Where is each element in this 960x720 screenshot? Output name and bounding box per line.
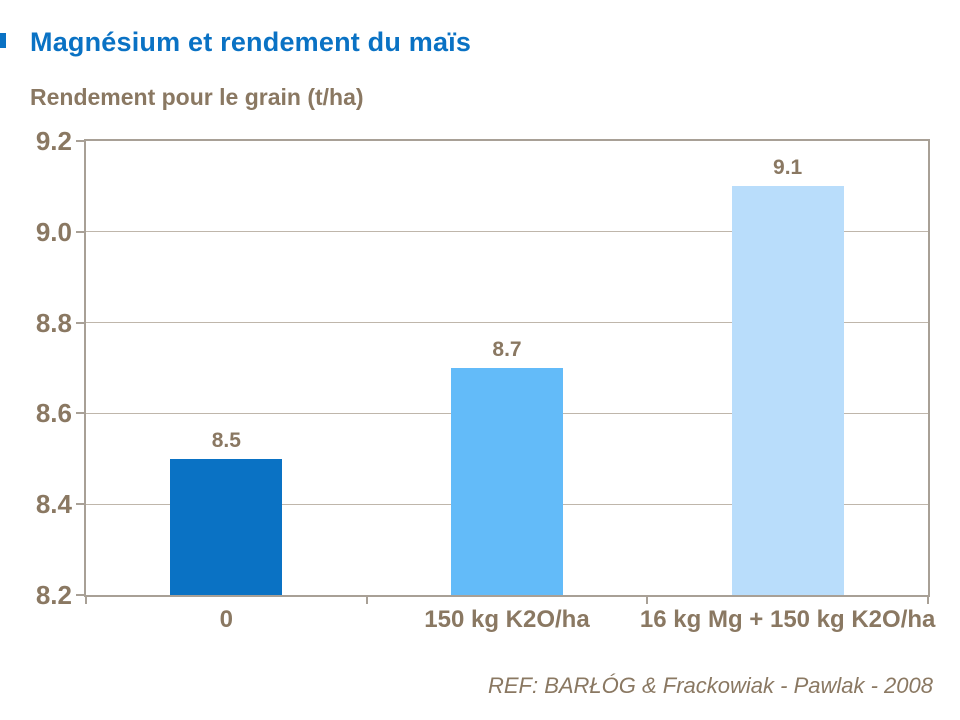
bar-150 kg K2O/ha <box>451 368 563 595</box>
y-tick-label: 8.6 <box>35 398 72 429</box>
y-tick-mark <box>76 230 84 233</box>
y-tick-mark <box>76 594 84 596</box>
page-title: Magnésium et rendement du maïs <box>30 27 472 57</box>
x-tick-mark <box>646 597 649 604</box>
bar-value-label: 8.7 <box>492 338 522 361</box>
bar-0 <box>170 458 283 595</box>
bar-16 kg Mg + 150 kg K2O/ha <box>731 186 844 595</box>
y-tick-label: 9.0 <box>35 216 72 247</box>
y-tick-label: 9.2 <box>35 126 72 156</box>
y-tick-mark <box>76 503 84 506</box>
gridline <box>86 231 928 233</box>
bar-value-label: 9.1 <box>773 156 803 180</box>
y-tick-mark <box>76 321 84 324</box>
x-category-label: 0 <box>219 606 233 633</box>
accent-mark <box>0 33 6 48</box>
x-tick-mark <box>927 597 929 604</box>
y-tick-mark <box>76 140 84 142</box>
y-tick-label: 8.8 <box>35 307 72 338</box>
y-axis-title: Rendement pour le grain (t/ha) <box>30 84 364 110</box>
y-tick-label: 8.4 <box>35 489 72 520</box>
y-tick-mark <box>76 412 84 415</box>
x-category-label: 150 kg K2O/ha <box>424 606 590 633</box>
x-tick-mark <box>85 597 87 604</box>
plot-area: 8.5 8.7 9.1 <box>86 141 928 595</box>
bar-value-label: 8.5 <box>211 428 241 452</box>
gridline <box>86 322 928 324</box>
reference-citation: REF: BARŁÓG & Frackowiak - Pawlak - 2008 <box>487 673 933 698</box>
x-tick-mark <box>365 597 368 604</box>
x-category-label: 16 kg Mg + 150 kg K2O/ha <box>639 606 936 633</box>
y-tick-label: 8.2 <box>35 580 72 610</box>
